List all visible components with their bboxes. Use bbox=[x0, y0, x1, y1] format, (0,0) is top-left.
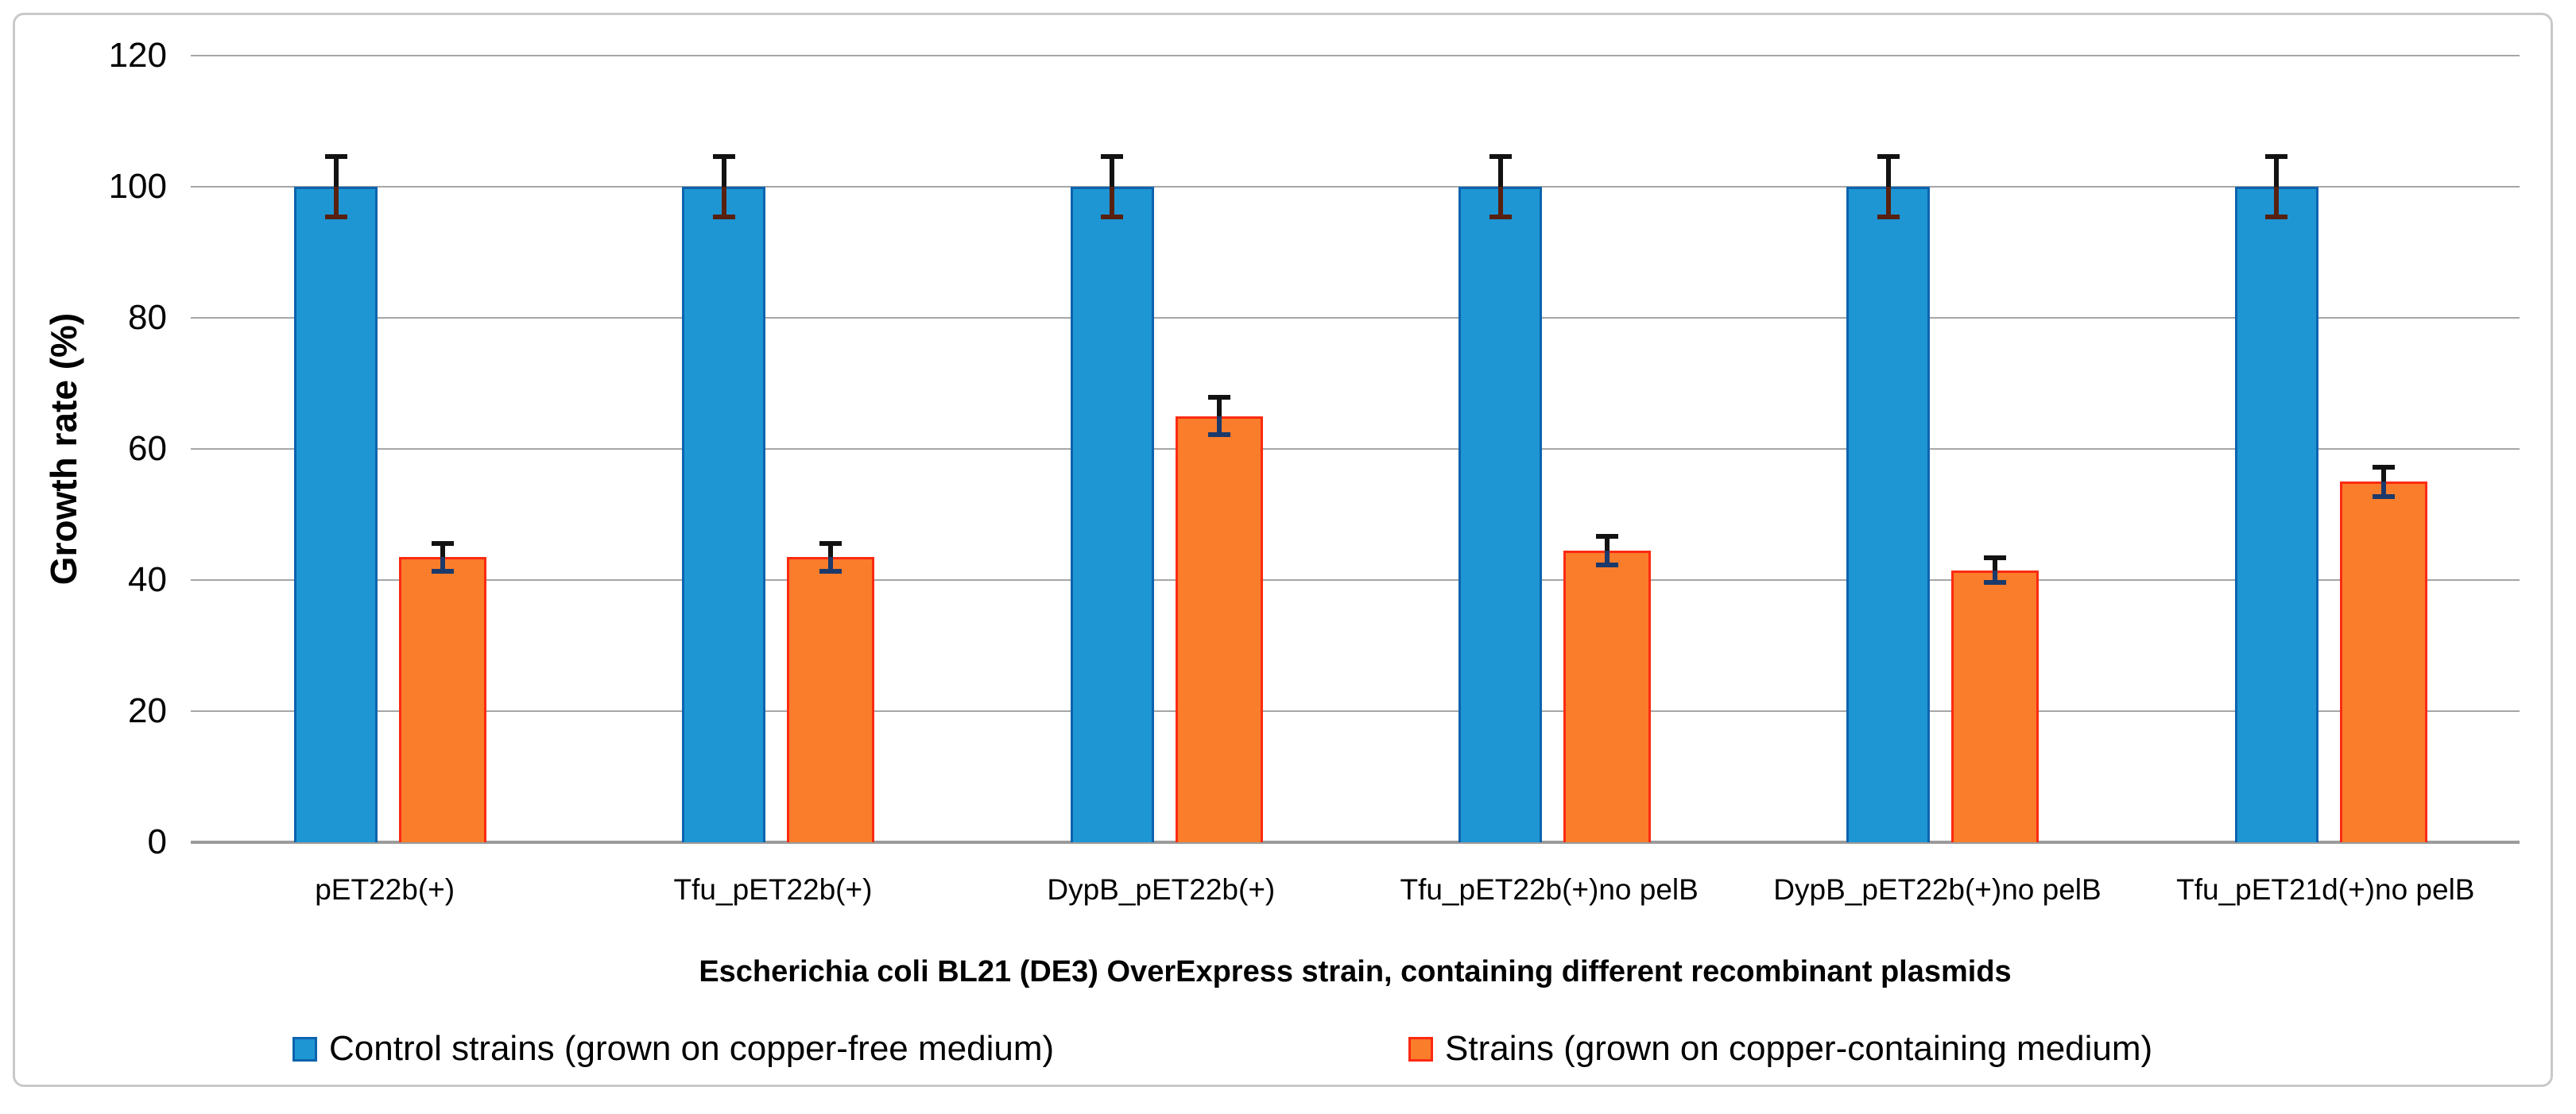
error-stem-lower bbox=[1885, 187, 1891, 220]
y-tick-label: 120 bbox=[108, 36, 167, 75]
error-bar-series1-cat5 bbox=[2372, 464, 2395, 499]
y-tick-label: 60 bbox=[128, 429, 167, 468]
gridline bbox=[191, 710, 2520, 712]
error-stem-upper bbox=[1497, 153, 1503, 187]
x-category-label: DypB_pET22b(+)no pelB bbox=[1773, 873, 2101, 906]
legend-label: Control strains (grown on copper-free me… bbox=[329, 1029, 1055, 1068]
error-cap-bottom bbox=[324, 215, 347, 220]
error-stem-lower bbox=[1497, 187, 1503, 220]
legend-label: Strains (grown on copper-containing medi… bbox=[1445, 1029, 2153, 1068]
error-bar-series0-cat0 bbox=[324, 153, 347, 220]
error-stem-upper bbox=[1605, 534, 1610, 551]
y-tick-label: 40 bbox=[128, 560, 167, 599]
gridline bbox=[191, 186, 2520, 188]
y-tick-label: 100 bbox=[108, 167, 167, 206]
error-cap-bottom bbox=[432, 568, 454, 574]
error-stem-upper bbox=[440, 540, 445, 558]
error-stem-upper bbox=[1110, 153, 1115, 187]
error-stem-upper bbox=[828, 540, 834, 558]
error-stem-upper bbox=[721, 153, 726, 187]
error-cap-bottom bbox=[1101, 215, 1124, 220]
error-stem-lower bbox=[828, 557, 834, 574]
legend-item-control-strains: Control strains (grown on copper-free me… bbox=[292, 1028, 1054, 1070]
x-category-label: pET22b(+) bbox=[315, 873, 455, 906]
bar-series1-cat2 bbox=[1175, 416, 1263, 842]
legend-swatch-orange bbox=[1408, 1036, 1433, 1062]
error-cap-bottom bbox=[2372, 493, 2395, 499]
bar-series0-cat0 bbox=[294, 187, 378, 842]
error-bar-series1-cat4 bbox=[1984, 555, 2007, 585]
x-category-label: Tfu_pET22b(+) bbox=[673, 873, 873, 906]
error-cap-bottom bbox=[1984, 579, 2007, 585]
error-stem-upper bbox=[1885, 153, 1891, 187]
bar-series0-cat3 bbox=[1458, 187, 1542, 842]
y-tick-label: 0 bbox=[147, 822, 167, 861]
error-stem-lower bbox=[1993, 570, 1998, 585]
bar-series1-cat0 bbox=[399, 557, 486, 842]
error-bar-series0-cat3 bbox=[1489, 153, 1512, 220]
error-cap-bottom bbox=[1207, 432, 1230, 438]
error-bar-series0-cat4 bbox=[1877, 153, 1900, 220]
bar-series0-cat2 bbox=[1070, 187, 1154, 842]
error-bar-series0-cat1 bbox=[712, 153, 735, 220]
error-cap-bottom bbox=[1489, 215, 1512, 220]
legend-swatch-blue bbox=[292, 1036, 317, 1062]
error-cap-bottom bbox=[712, 215, 735, 220]
x-category-label: Tfu_pET22b(+)no pelB bbox=[1400, 873, 1699, 906]
error-cap-bottom bbox=[819, 568, 843, 574]
error-stem-lower bbox=[721, 187, 726, 220]
error-bar-series1-cat1 bbox=[819, 540, 843, 574]
error-cap-bottom bbox=[1877, 215, 1900, 220]
bar-series0-cat4 bbox=[1846, 187, 1931, 842]
error-cap-bottom bbox=[2265, 215, 2288, 220]
error-bar-series1-cat2 bbox=[1207, 395, 1230, 438]
x-axis-title: Escherichia coli BL21 (DE3) OverExpress … bbox=[699, 955, 2012, 988]
error-stem-lower bbox=[2380, 482, 2386, 499]
error-stem-lower bbox=[2274, 187, 2280, 220]
chart-frame bbox=[13, 13, 2553, 1087]
y-tick-label: 20 bbox=[128, 691, 167, 730]
bar-series1-cat5 bbox=[2339, 482, 2427, 842]
error-stem-lower bbox=[1110, 187, 1115, 220]
bar-series0-cat5 bbox=[2234, 187, 2318, 842]
x-category-label: DypB_pET22b(+) bbox=[1047, 873, 1276, 906]
x-category-label: Tfu_pET21d(+)no pelB bbox=[2176, 873, 2475, 906]
error-stem-upper bbox=[1993, 555, 1998, 571]
y-tick-label: 80 bbox=[128, 298, 167, 337]
error-bar-series1-cat0 bbox=[432, 540, 454, 574]
error-stem-upper bbox=[1216, 395, 1222, 416]
gridline bbox=[191, 448, 2520, 450]
bar-series1-cat4 bbox=[1951, 570, 2039, 842]
error-stem-lower bbox=[440, 557, 445, 574]
gridline bbox=[191, 579, 2520, 581]
error-stem-upper bbox=[333, 153, 339, 187]
gridline bbox=[191, 317, 2520, 319]
error-bar-series0-cat5 bbox=[2265, 153, 2288, 220]
bar-series1-cat1 bbox=[787, 557, 875, 842]
gridline bbox=[191, 55, 2520, 56]
legend-item-copper-strains: Strains (grown on copper-containing medi… bbox=[1408, 1028, 2152, 1070]
error-bar-series0-cat2 bbox=[1101, 153, 1124, 220]
error-stem-lower bbox=[1605, 550, 1610, 567]
error-bar-series1-cat3 bbox=[1596, 534, 1618, 567]
bar-series0-cat1 bbox=[682, 187, 766, 842]
error-stem-lower bbox=[1216, 416, 1222, 438]
error-cap-bottom bbox=[1596, 562, 1618, 567]
bar-series1-cat3 bbox=[1563, 550, 1651, 842]
error-stem-upper bbox=[2274, 153, 2280, 187]
x-axis-baseline bbox=[191, 841, 2520, 844]
error-stem-lower bbox=[333, 187, 339, 220]
error-stem-upper bbox=[2380, 464, 2386, 482]
